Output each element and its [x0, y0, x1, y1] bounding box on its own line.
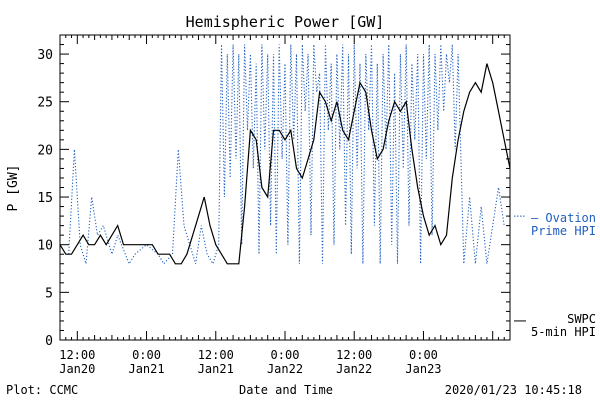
series-layer: [59, 44, 511, 266]
series-swpc-line: [59, 63, 511, 265]
y-tick-label: 20: [37, 143, 53, 158]
legend-label-line1: — Ovation: [531, 211, 596, 225]
x-axis: 12:00Jan200:00Jan2112:00Jan210:00Jan2212…: [59, 35, 511, 376]
x-tick-label-time: 0:00: [132, 348, 161, 362]
legend-label-line2: Prime HPI: [531, 224, 596, 238]
y-tick-label: 25: [37, 96, 53, 111]
y-tick-label: 10: [37, 239, 53, 254]
x-tick-label-time: 0:00: [409, 348, 438, 362]
y-tick-label: 0: [45, 334, 53, 349]
y-tick-label: 30: [37, 48, 53, 63]
footer-plot-credit: Plot: CCMC: [6, 383, 78, 397]
x-tick-label-time: 12:00: [336, 348, 372, 362]
y-axis-label: P [GW]: [6, 165, 21, 212]
y-tick-label: 15: [37, 191, 53, 206]
x-tick-label-date: Jan21: [128, 362, 164, 376]
y-axis: 0 5 10 15 20 25 30: [37, 34, 510, 349]
x-tick-label-date: Jan21: [198, 362, 234, 376]
x-axis-label: Date and Time: [239, 383, 333, 397]
x-tick-label-time: 0:00: [271, 348, 300, 362]
x-tick-label-date: Jan22: [267, 362, 303, 376]
x-tick-label-date: Jan20: [59, 362, 95, 376]
legend-label-line1: SWPC: [567, 312, 596, 326]
x-tick-label-time: 12:00: [59, 348, 95, 362]
y-tick-label: 5: [45, 286, 53, 301]
legend-label-line2: 5-min HPI: [531, 325, 596, 339]
x-tick-label-date: Jan23: [405, 362, 441, 376]
chart-title: Hemispheric Power [GW]: [186, 13, 385, 31]
footer-timestamp: 2020/01/23 10:45:18: [445, 383, 582, 397]
series-ovation-prime-line: [68, 44, 505, 266]
x-tick-label-time: 12:00: [198, 348, 234, 362]
x-tick-label-date: Jan22: [336, 362, 372, 376]
